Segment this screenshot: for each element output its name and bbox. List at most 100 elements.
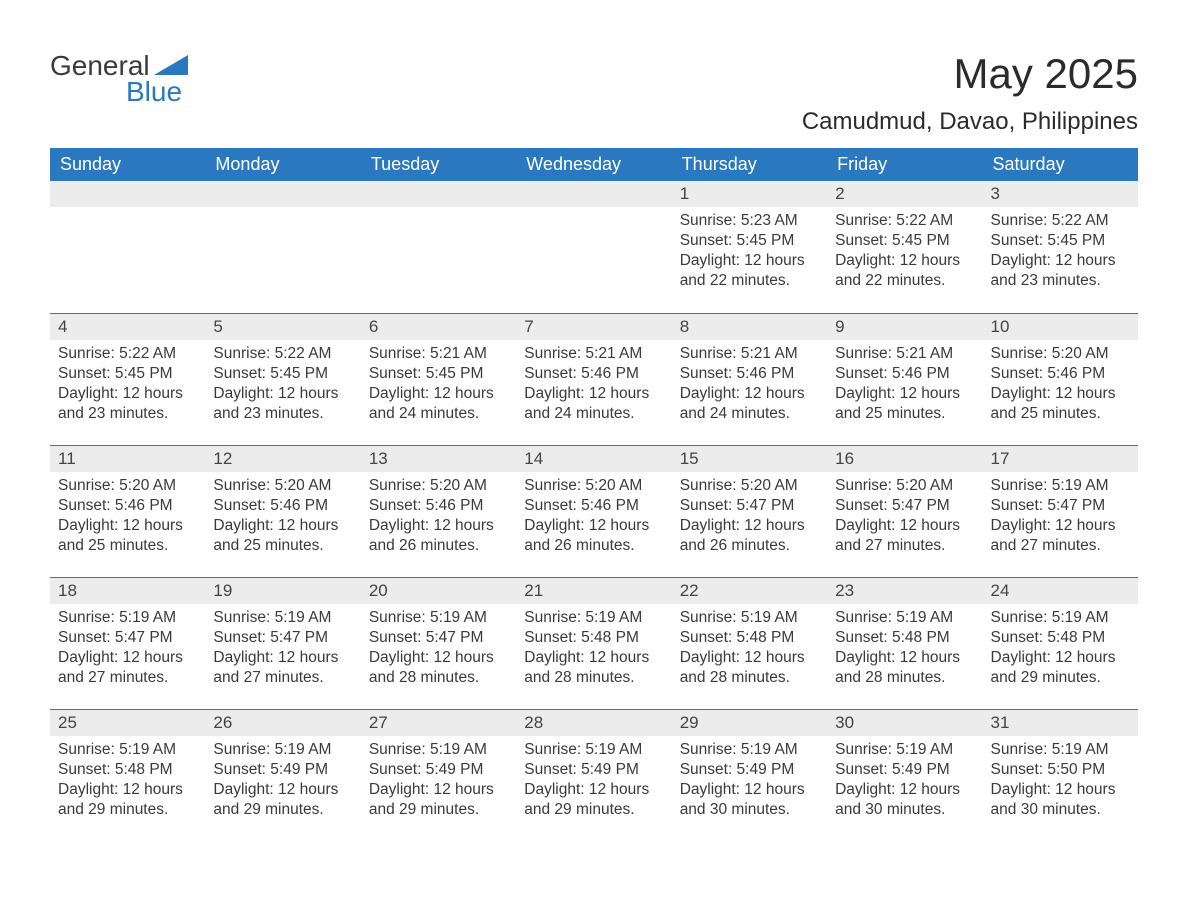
day-details: Sunrise: 5:22 AMSunset: 5:45 PMDaylight:…	[827, 207, 982, 300]
day-cell: 29Sunrise: 5:19 AMSunset: 5:49 PMDayligh…	[672, 709, 827, 841]
day-cell: 7Sunrise: 5:21 AMSunset: 5:46 PMDaylight…	[516, 313, 671, 445]
sunrise-text: Sunrise: 5:20 AM	[835, 476, 974, 496]
sunrise-text: Sunrise: 5:19 AM	[58, 740, 197, 760]
day-cell: 3Sunrise: 5:22 AMSunset: 5:45 PMDaylight…	[983, 181, 1138, 313]
sunset-text: Sunset: 5:46 PM	[991, 364, 1130, 384]
daylight1-text: Daylight: 12 hours	[991, 251, 1130, 271]
day-number: 8	[672, 314, 827, 340]
day-number: 14	[516, 446, 671, 472]
daylight2-text: and 25 minutes.	[835, 404, 974, 424]
day-cell: 8Sunrise: 5:21 AMSunset: 5:46 PMDaylight…	[672, 313, 827, 445]
day-details: Sunrise: 5:22 AMSunset: 5:45 PMDaylight:…	[205, 340, 360, 433]
daylight2-text: and 30 minutes.	[680, 800, 819, 820]
sunrise-text: Sunrise: 5:20 AM	[213, 476, 352, 496]
daylight1-text: Daylight: 12 hours	[991, 648, 1130, 668]
day-number: 23	[827, 578, 982, 604]
day-cell: 15Sunrise: 5:20 AMSunset: 5:47 PMDayligh…	[672, 445, 827, 577]
week-row: 4Sunrise: 5:22 AMSunset: 5:45 PMDaylight…	[50, 313, 1138, 445]
daylight2-text: and 27 minutes.	[58, 668, 197, 688]
location-text: Camudmud, Davao, Philippines	[802, 108, 1138, 136]
day-details: Sunrise: 5:19 AMSunset: 5:47 PMDaylight:…	[983, 472, 1138, 565]
daylight2-text: and 24 minutes.	[369, 404, 508, 424]
day-number	[205, 181, 360, 207]
sunset-text: Sunset: 5:45 PM	[835, 231, 974, 251]
sunrise-text: Sunrise: 5:19 AM	[991, 476, 1130, 496]
daylight1-text: Daylight: 12 hours	[369, 780, 508, 800]
day-details: Sunrise: 5:19 AMSunset: 5:48 PMDaylight:…	[672, 604, 827, 697]
sunset-text: Sunset: 5:47 PM	[213, 628, 352, 648]
daylight2-text: and 28 minutes.	[369, 668, 508, 688]
sunset-text: Sunset: 5:46 PM	[680, 364, 819, 384]
day-details: Sunrise: 5:19 AMSunset: 5:49 PMDaylight:…	[361, 736, 516, 829]
sunset-text: Sunset: 5:49 PM	[680, 760, 819, 780]
daylight1-text: Daylight: 12 hours	[58, 384, 197, 404]
sunrise-text: Sunrise: 5:19 AM	[369, 740, 508, 760]
sunrise-text: Sunrise: 5:19 AM	[680, 740, 819, 760]
sunrise-text: Sunrise: 5:21 AM	[524, 344, 663, 364]
calendar-table: Sunday Monday Tuesday Wednesday Thursday…	[50, 148, 1138, 841]
day-details: Sunrise: 5:20 AMSunset: 5:47 PMDaylight:…	[827, 472, 982, 565]
weekday-header: Tuesday	[361, 148, 516, 181]
day-details: Sunrise: 5:23 AMSunset: 5:45 PMDaylight:…	[672, 207, 827, 300]
weekday-header: Saturday	[983, 148, 1138, 181]
day-cell: 4 Sunrise: 5:22 AMSunset: 5:45 PMDaylight…	[50, 313, 205, 445]
sunset-text: Sunset: 5:45 PM	[58, 364, 197, 384]
day-number: 24	[983, 578, 1138, 604]
daylight2-text: and 30 minutes.	[991, 800, 1130, 820]
sunrise-text: Sunrise: 5:19 AM	[213, 608, 352, 628]
daylight1-text: Daylight: 12 hours	[835, 648, 974, 668]
day-details: Sunrise: 5:20 AMSunset: 5:46 PMDaylight:…	[983, 340, 1138, 433]
day-cell: 22Sunrise: 5:19 AMSunset: 5:48 PMDayligh…	[672, 577, 827, 709]
daylight1-text: Daylight: 12 hours	[835, 516, 974, 536]
daylight2-text: and 24 minutes.	[524, 404, 663, 424]
daylight1-text: Daylight: 12 hours	[991, 780, 1130, 800]
sunrise-text: Sunrise: 5:19 AM	[213, 740, 352, 760]
day-cell: 6Sunrise: 5:21 AMSunset: 5:45 PMDaylight…	[361, 313, 516, 445]
day-details: Sunrise: 5:20 AMSunset: 5:47 PMDaylight:…	[672, 472, 827, 565]
daylight1-text: Daylight: 12 hours	[524, 516, 663, 536]
daylight2-text: and 29 minutes.	[213, 800, 352, 820]
day-number: 7	[516, 314, 671, 340]
sunset-text: Sunset: 5:48 PM	[58, 760, 197, 780]
daylight1-text: Daylight: 12 hours	[680, 251, 819, 271]
day-details: Sunrise: 5:19 AMSunset: 5:48 PMDaylight:…	[983, 604, 1138, 697]
day-number: 4	[50, 314, 205, 340]
sunrise-text: Sunrise: 5:22 AM	[991, 211, 1130, 231]
sunrise-text: Sunrise: 5:19 AM	[524, 740, 663, 760]
day-cell: 2Sunrise: 5:22 AMSunset: 5:45 PMDaylight…	[827, 181, 982, 313]
sunrise-text: Sunrise: 5:20 AM	[58, 476, 197, 496]
daylight2-text: and 27 minutes.	[991, 536, 1130, 556]
day-details: Sunrise: 5:19 AMSunset: 5:49 PMDaylight:…	[827, 736, 982, 829]
day-cell: 24Sunrise: 5:19 AMSunset: 5:48 PMDayligh…	[983, 577, 1138, 709]
day-cell	[205, 181, 360, 313]
week-row: 11Sunrise: 5:20 AMSunset: 5:46 PMDayligh…	[50, 445, 1138, 577]
daylight1-text: Daylight: 12 hours	[369, 648, 508, 668]
weekday-header: Friday	[827, 148, 982, 181]
daylight1-text: Daylight: 12 hours	[213, 384, 352, 404]
day-details: Sunrise: 5:20 AMSunset: 5:46 PMDaylight:…	[361, 472, 516, 565]
sunset-text: Sunset: 5:45 PM	[991, 231, 1130, 251]
day-number: 31	[983, 710, 1138, 736]
day-cell: 18Sunrise: 5:19 AMSunset: 5:47 PMDayligh…	[50, 577, 205, 709]
sunrise-text: Sunrise: 5:20 AM	[680, 476, 819, 496]
daylight1-text: Daylight: 12 hours	[524, 384, 663, 404]
brand-logo: General Blue	[50, 50, 188, 108]
sunrise-text: Sunrise: 5:22 AM	[58, 344, 197, 364]
sunrise-text: Sunrise: 5:23 AM	[680, 211, 819, 231]
day-cell	[50, 181, 205, 313]
day-cell: 25Sunrise: 5:19 AMSunset: 5:48 PMDayligh…	[50, 709, 205, 841]
day-cell: 20Sunrise: 5:19 AMSunset: 5:47 PMDayligh…	[361, 577, 516, 709]
daylight2-text: and 29 minutes.	[369, 800, 508, 820]
sunrise-text: Sunrise: 5:19 AM	[680, 608, 819, 628]
week-row: 18Sunrise: 5:19 AMSunset: 5:47 PMDayligh…	[50, 577, 1138, 709]
sunset-text: Sunset: 5:45 PM	[680, 231, 819, 251]
daylight1-text: Daylight: 12 hours	[835, 251, 974, 271]
sunset-text: Sunset: 5:49 PM	[835, 760, 974, 780]
weekday-header: Sunday	[50, 148, 205, 181]
day-details: Sunrise: 5:19 AMSunset: 5:49 PMDaylight:…	[516, 736, 671, 829]
weekday-header: Wednesday	[516, 148, 671, 181]
day-cell	[516, 181, 671, 313]
daylight2-text: and 25 minutes.	[213, 536, 352, 556]
daylight1-text: Daylight: 12 hours	[213, 648, 352, 668]
daylight2-text: and 22 minutes.	[680, 271, 819, 291]
